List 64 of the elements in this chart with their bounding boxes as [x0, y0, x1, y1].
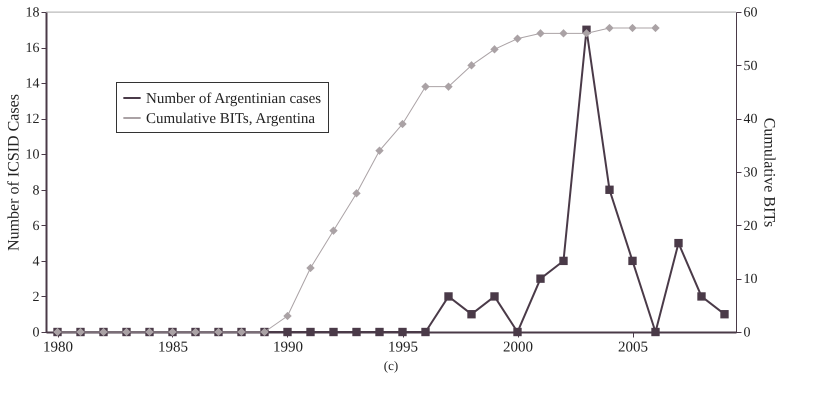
point: [444, 82, 453, 91]
y-tick-label: 6: [32, 218, 40, 234]
point: [513, 328, 522, 336]
text: (c): [384, 358, 398, 373]
y2-tick-label: 40: [744, 112, 758, 128]
y2-tick-label: 30: [744, 166, 758, 180]
y-tick-label: 16: [26, 41, 40, 56]
y2-tick-label: 0: [744, 326, 750, 340]
point: [628, 256, 637, 266]
point: [398, 120, 407, 128]
point: [582, 29, 591, 38]
point: [421, 328, 430, 336]
x-tick-label: 2005: [618, 340, 648, 356]
point: [536, 29, 545, 38]
y-axis-title: Number of ICSID Cases: [6, 94, 22, 251]
point: [628, 24, 637, 32]
legend-label: Number of Argentinian cases: [146, 91, 322, 107]
y-tick-label: 12: [26, 112, 40, 128]
point: [421, 82, 430, 91]
point: [467, 310, 476, 318]
point: [490, 292, 499, 301]
point: [605, 186, 614, 194]
point: [674, 238, 683, 248]
y-tick-label: 10: [26, 148, 40, 163]
y-tick-label: 4: [32, 254, 40, 270]
y2-axis-title: Cumulative BITs: [760, 118, 778, 228]
point: [375, 146, 384, 155]
point: [283, 312, 292, 320]
point: [375, 328, 384, 336]
point: [306, 328, 315, 336]
x-tick-label: 1985: [158, 340, 188, 356]
point: [651, 328, 660, 336]
y-tick-label: 8: [32, 183, 40, 198]
x-tick-label: 1995: [388, 340, 418, 356]
point: [329, 328, 338, 336]
point: [536, 274, 545, 283]
point: [490, 45, 499, 54]
point: [444, 292, 453, 301]
point: [697, 292, 706, 301]
y-tick-label: 18: [26, 6, 40, 20]
point: [559, 256, 568, 266]
y2-tick-label: 20: [744, 218, 758, 234]
x-tick-label: 1990: [273, 340, 303, 356]
point: [306, 264, 315, 272]
point: [467, 61, 476, 70]
y2-tick-label: 10: [744, 272, 758, 288]
y-tick-label: 0: [32, 326, 40, 340]
point: [605, 24, 614, 32]
point: [559, 29, 568, 38]
y-tick-label: 2: [32, 290, 40, 305]
x-tick-label: 2000: [503, 340, 533, 356]
y-tick-label: 14: [26, 76, 40, 92]
point: [329, 226, 338, 235]
point: [283, 328, 292, 336]
point: [398, 328, 407, 336]
y2-tick-label: 60: [744, 6, 758, 20]
y2-tick-label: 50: [744, 58, 758, 74]
point: [720, 310, 729, 318]
point: [352, 328, 361, 336]
legend-label: Cumulative BITs, Argentina: [146, 111, 316, 127]
point: [352, 189, 361, 198]
point: [651, 24, 660, 32]
point: [513, 34, 522, 43]
x-tick-label: 1980: [43, 340, 73, 356]
